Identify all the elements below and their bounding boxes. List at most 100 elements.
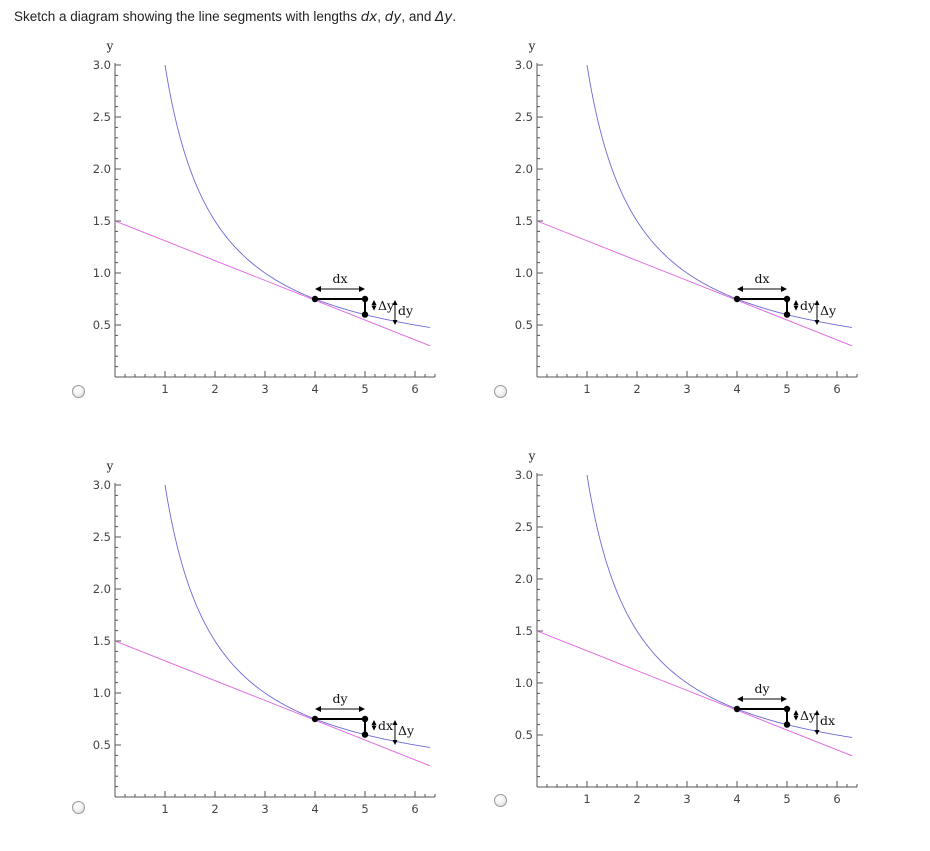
x-tick-label: 4 xyxy=(733,792,740,806)
segment-point xyxy=(733,295,741,303)
y-axis-label: y xyxy=(528,39,536,53)
segment-point xyxy=(361,311,369,318)
option-a-radio[interactable] xyxy=(72,385,85,398)
top-arrow-head-left xyxy=(737,696,743,702)
top-label: dx xyxy=(754,271,769,286)
x-tick-label: 3 xyxy=(261,802,268,816)
outer-label: dy xyxy=(398,303,414,318)
x-tick-label: 4 xyxy=(733,382,740,396)
outer-arrow-head-up xyxy=(814,300,820,305)
y-tick-label: 1.5 xyxy=(93,634,111,648)
outer-arrow-head-down xyxy=(392,320,398,325)
x-tick-label: 6 xyxy=(411,802,418,816)
outer-label: Δy xyxy=(820,303,837,318)
segment-point xyxy=(361,731,369,738)
top-arrow-head-right xyxy=(781,286,787,292)
curve-series xyxy=(586,474,853,738)
math-dy: dy xyxy=(384,9,402,25)
segment-point xyxy=(361,295,369,303)
y-tick-label: 1.0 xyxy=(515,676,533,690)
y-tick-label: 1.5 xyxy=(515,214,533,228)
x-tick-label: 6 xyxy=(833,792,840,806)
tangent-series xyxy=(114,640,431,767)
x-tick-label: 1 xyxy=(583,382,590,396)
inner-arrow-head-up xyxy=(793,300,799,305)
top-label: dy xyxy=(332,691,348,706)
x-tick-label: 3 xyxy=(683,382,690,396)
inner-label: Δy xyxy=(378,298,395,313)
question-text: Sketch a diagram showing the line segmen… xyxy=(14,9,456,25)
y-tick-label: 0.5 xyxy=(515,728,533,742)
segment-point xyxy=(311,715,319,723)
y-axis-label: y xyxy=(528,449,536,463)
segment-point xyxy=(311,295,319,303)
x-tick-label: 4 xyxy=(311,382,318,396)
segment-point xyxy=(783,721,791,728)
segment-point xyxy=(361,715,369,723)
top-arrow-head-left xyxy=(737,286,743,292)
x-tick-label: 5 xyxy=(783,792,790,806)
curve-series xyxy=(586,64,853,328)
y-axis-label: y xyxy=(106,459,114,473)
y-tick-label: 1.0 xyxy=(93,266,111,280)
top-arrow-head-left xyxy=(315,706,321,712)
math-delta-y: Δy xyxy=(435,9,453,25)
y-tick-label: 0.5 xyxy=(515,318,533,332)
top-arrow-head-right xyxy=(781,696,787,702)
y-tick-label: 2.5 xyxy=(515,110,533,124)
y-tick-label: 2.0 xyxy=(515,162,533,176)
curve-series xyxy=(164,484,431,748)
top-label: dx xyxy=(332,271,347,286)
y-tick-label: 1.0 xyxy=(515,266,533,280)
outer-arrow-head-up xyxy=(392,720,398,725)
option-d-radio[interactable] xyxy=(494,794,507,807)
x-tick-label: 4 xyxy=(311,802,318,816)
y-tick-label: 0.5 xyxy=(93,318,111,332)
inner-arrow-head-down xyxy=(371,725,377,731)
y-tick-label: 0.5 xyxy=(93,738,111,752)
x-tick-label: 3 xyxy=(683,792,690,806)
y-tick-label: 2.5 xyxy=(515,520,533,534)
inner-arrow-head-down xyxy=(793,715,799,721)
top-label: dy xyxy=(754,681,770,696)
inner-arrow-head-up xyxy=(793,710,799,715)
x-tick-label: 1 xyxy=(161,802,168,816)
segment-point xyxy=(733,705,741,713)
inner-arrow-head-up xyxy=(371,300,377,305)
outer-arrow-head-down xyxy=(814,730,820,735)
curve-series xyxy=(164,64,431,328)
outer-arrow-head-up xyxy=(814,710,820,715)
question-prefix: Sketch a diagram showing the line segmen… xyxy=(14,9,361,24)
math-dx: dx xyxy=(360,9,378,25)
outer-arrow-head-down xyxy=(392,740,398,745)
inner-arrow-head-up xyxy=(371,720,377,725)
x-tick-label: 5 xyxy=(361,802,368,816)
inner-label: dy xyxy=(800,298,816,313)
y-tick-label: 2.5 xyxy=(93,110,111,124)
question-suffix: . xyxy=(452,9,457,24)
tangent-series xyxy=(114,220,431,347)
y-axis-label: y xyxy=(106,39,114,53)
segment-point xyxy=(783,311,791,318)
y-tick-label: 1.0 xyxy=(93,686,111,700)
x-tick-label: 3 xyxy=(261,382,268,396)
y-tick-label: 1.5 xyxy=(93,214,111,228)
outer-arrow-head-down xyxy=(814,320,820,325)
option-c-radio[interactable] xyxy=(72,801,85,814)
y-tick-label: 2.0 xyxy=(93,582,111,596)
option-b-radio[interactable] xyxy=(494,385,507,398)
tangent-series xyxy=(536,220,853,347)
inner-label: Δy xyxy=(800,708,817,723)
x-tick-label: 1 xyxy=(161,382,168,396)
y-tick-label: 3.0 xyxy=(515,58,533,72)
question-and: , and xyxy=(401,9,436,24)
top-arrow-head-left xyxy=(315,286,321,292)
y-tick-label: 3.0 xyxy=(515,468,533,482)
y-tick-label: 2.0 xyxy=(515,572,533,586)
